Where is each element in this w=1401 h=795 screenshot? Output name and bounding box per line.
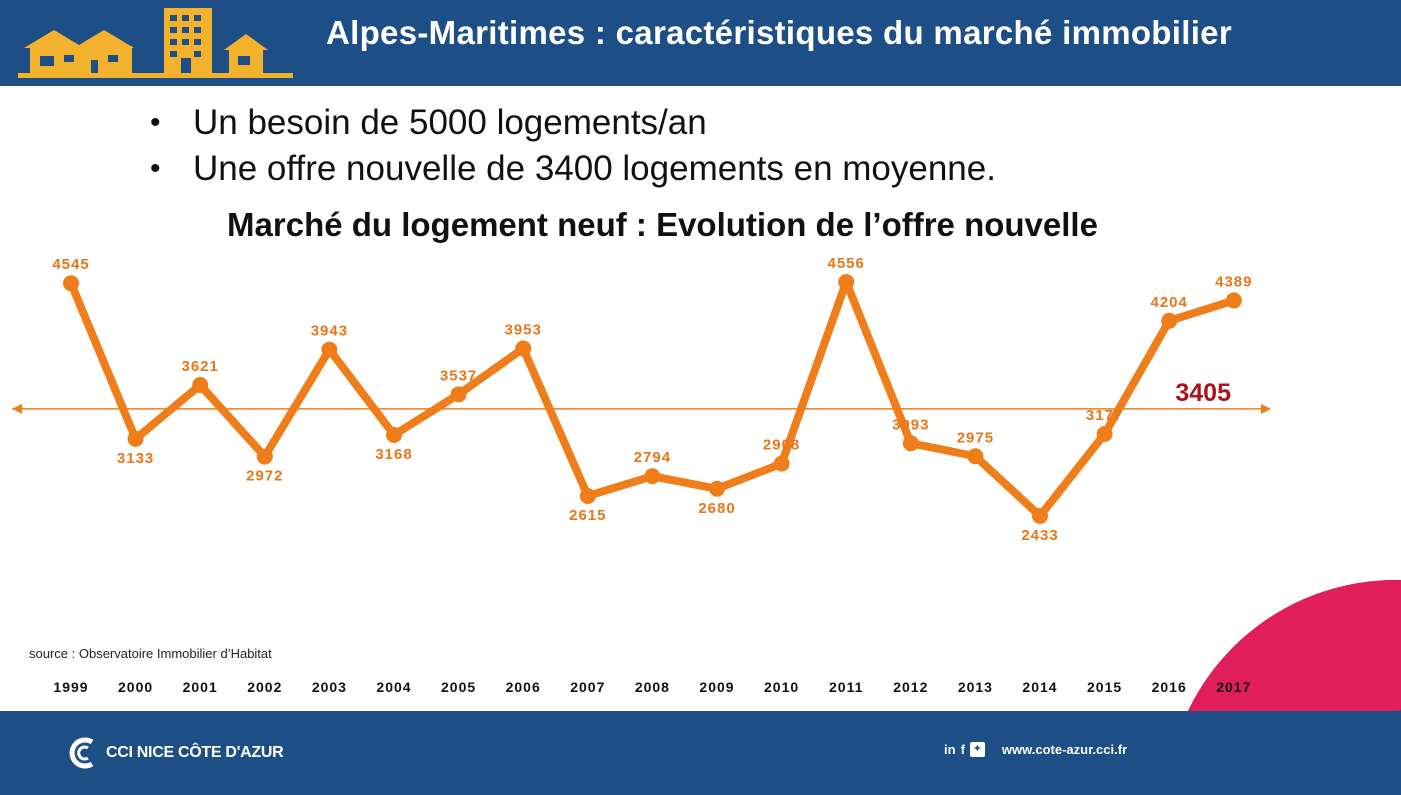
data-label: 3133 <box>117 450 154 467</box>
data-point <box>773 455 790 472</box>
social-links: in f ✦ <box>944 742 990 757</box>
data-point <box>644 468 661 485</box>
x-tick-label: 2012 <box>893 679 928 695</box>
x-tick-label: 2008 <box>635 679 670 695</box>
page-title: Alpes-Maritimes : caractéristiques du ma… <box>326 14 1232 51</box>
data-point <box>1032 508 1048 524</box>
data-point <box>386 426 402 443</box>
data-label: 2908 <box>763 437 800 454</box>
data-point <box>63 275 79 292</box>
data-label: 3943 <box>311 323 348 340</box>
bullet-text: Un besoin de 5000 logements/an <box>193 103 707 142</box>
line-chart: 4545 3133 3621 2972 3943 3168 3537 3953 2615 2794… <box>12 255 1271 695</box>
x-tick-label: 2014 <box>1022 679 1057 695</box>
data-label: 3953 <box>505 321 542 338</box>
source-note: source : Observatoire Immobilier d’Habit… <box>29 646 272 661</box>
linkedin-icon[interactable]: in <box>944 742 956 757</box>
average-label: 3405 <box>1175 379 1231 407</box>
x-tick-label: 2010 <box>764 679 799 695</box>
data-label: 2680 <box>698 500 735 517</box>
bullet-dot-icon: • <box>150 106 161 139</box>
website-link[interactable]: www.cote-azur.cci.fr <box>1001 742 1128 757</box>
reference-arrow-right <box>1261 403 1271 414</box>
chart-title: Marché du logement neuf : Evolution de l… <box>227 206 1098 243</box>
x-tick-label: 2016 <box>1152 679 1187 695</box>
data-label: 2615 <box>569 507 606 524</box>
data-label: 4389 <box>1215 273 1252 290</box>
data-point <box>1096 425 1113 442</box>
x-tick-label: 2013 <box>958 679 993 695</box>
x-tick-label: 2001 <box>183 679 218 695</box>
brand-name: CCI NICE CÔTE D'AZUR <box>106 744 284 761</box>
data-label: 4556 <box>828 255 865 272</box>
footer-links: in f ✦ www.cote-azur.cci.fr <box>944 742 1127 757</box>
data-point <box>127 430 144 447</box>
data-point <box>515 340 532 357</box>
x-tick-label: 2015 <box>1087 679 1122 695</box>
data-point <box>1161 312 1178 329</box>
data-point <box>709 480 725 497</box>
x-tick-label: 2007 <box>570 679 605 695</box>
x-tick-label: 2003 <box>312 679 347 695</box>
data-label: 3621 <box>182 358 219 375</box>
header-bar: Alpes-Maritimes : caractéristiques du ma… <box>0 0 1401 86</box>
reference-arrow-left <box>12 403 22 414</box>
data-point <box>579 487 596 504</box>
x-tick-label: 2005 <box>441 679 476 695</box>
data-label: 4545 <box>52 256 89 273</box>
data-label: 2794 <box>634 449 671 466</box>
data-point <box>1225 292 1242 309</box>
x-tick-label: 2004 <box>376 679 411 695</box>
data-point <box>450 386 467 403</box>
bullet-list: • Un besoin de 5000 logements/an • Une off… <box>148 100 996 192</box>
data-label: 3177 <box>1086 407 1123 424</box>
x-tick-label: 2011 <box>829 679 863 695</box>
data-label: 3093 <box>892 416 929 433</box>
data-point <box>192 377 209 394</box>
houses-and-building-icon <box>18 8 293 78</box>
footer-bar: CCI NICE CÔTE D'AZUR in f ✦ www.cote-azu… <box>0 711 1401 795</box>
data-point <box>321 341 338 358</box>
data-point <box>967 448 984 465</box>
data-label: 3168 <box>375 446 412 463</box>
data-label: 2433 <box>1021 527 1058 544</box>
x-tick-label: 2009 <box>699 679 734 695</box>
bullet-item: • Un besoin de 5000 logements/an <box>148 100 996 146</box>
footer-brand: CCI NICE CÔTE D'AZUR <box>68 733 284 773</box>
data-label: 3537 <box>440 367 477 384</box>
data-point <box>256 448 273 465</box>
twitter-icon[interactable]: ✦ <box>969 742 985 757</box>
data-point <box>902 435 919 452</box>
x-tick-label: 2002 <box>247 679 282 695</box>
bullet-text: Une offre nouvelle de 3400 logements en … <box>193 149 996 188</box>
x-tick-label: 1999 <box>53 679 88 695</box>
data-label: 2975 <box>957 429 994 446</box>
cci-logo-icon <box>69 737 94 769</box>
x-tick-label: 2017 <box>1216 679 1251 695</box>
bullet-dot-icon: • <box>150 152 161 185</box>
bullet-item: • Une offre nouvelle de 3400 logements en… <box>148 146 996 192</box>
facebook-icon[interactable]: f <box>960 742 965 757</box>
data-label: 2972 <box>246 468 283 485</box>
data-label: 4204 <box>1151 294 1188 311</box>
x-tick-label: 2006 <box>506 679 541 695</box>
x-tick-label: 2000 <box>118 679 153 695</box>
data-point <box>838 274 855 290</box>
